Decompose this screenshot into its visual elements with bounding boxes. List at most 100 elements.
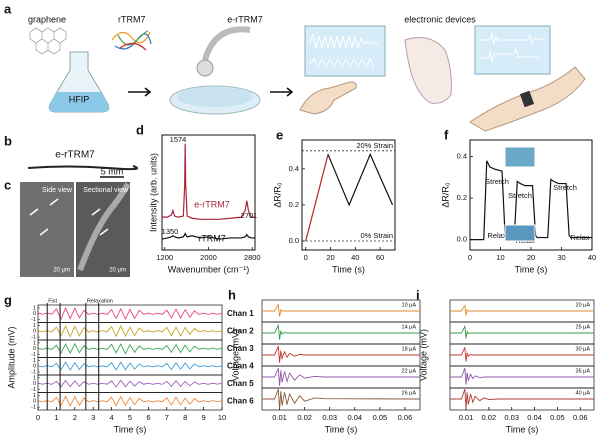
x-tick-label: 0.06 — [573, 413, 588, 422]
series-label: Chan 3 — [227, 344, 254, 353]
data-line — [37, 379, 223, 388]
series-label: Chan 5 — [227, 379, 254, 388]
x-tick-label: 0.04 — [527, 413, 542, 422]
x-tick-label: 5 — [128, 413, 132, 422]
data-line — [305, 154, 329, 242]
strip-frame — [37, 357, 223, 376]
data-line — [162, 143, 255, 220]
y-tick-label: 0.0 — [289, 236, 299, 245]
panel-letter: a — [4, 1, 12, 16]
x-tick-label: 10 — [496, 253, 504, 262]
x-tick-label: 0.05 — [373, 413, 388, 422]
panel-letter: g — [4, 292, 12, 307]
panel-letter: e — [276, 127, 283, 142]
y-tick-label: -1 — [31, 370, 36, 376]
inset-photo — [504, 146, 536, 168]
x-tick-label: 2 — [73, 413, 77, 422]
y-tick-label: 0 — [33, 311, 36, 317]
y-tick-label: 0.4 — [289, 164, 299, 173]
x-tick-label: 40 — [588, 253, 596, 262]
x-tick-label: 0.02 — [297, 413, 312, 422]
annotation: Relax — [570, 233, 589, 242]
device-screen — [474, 25, 551, 75]
x-tick-label: 20 — [527, 253, 535, 262]
label: 5 mm — [101, 166, 124, 176]
inset-photo — [504, 224, 536, 242]
annotation: Relaxation — [87, 298, 113, 304]
x-tick-label: 0.01 — [272, 413, 287, 422]
label: Sectional view — [83, 187, 129, 194]
panel-letter: i — [416, 287, 420, 302]
x-tick-label: 0.03 — [504, 413, 519, 422]
y-axis-label: Voltage (mV) — [418, 329, 428, 381]
series-label: 10 μA — [402, 302, 417, 308]
series-label: 22 μA — [402, 368, 417, 374]
x-axis-label: Time (s) — [515, 264, 548, 274]
panel-letter: f — [444, 127, 449, 142]
data-line — [450, 324, 594, 339]
x-axis-label: Time (s) — [506, 424, 539, 434]
annotation: Relax — [487, 231, 506, 240]
y-tick-label: 1 — [33, 375, 36, 381]
x-tick-label: 10 — [218, 413, 226, 422]
x-tick-label: 0.05 — [550, 413, 565, 422]
series-label: 26 μA — [402, 390, 417, 396]
data-line — [37, 324, 223, 338]
label: electronic devices — [404, 14, 476, 24]
x-axis-label: Time (s) — [325, 424, 358, 434]
y-tick-label: 1 — [33, 305, 36, 311]
annotation: 2701 — [241, 211, 258, 220]
x-axis-label: Time (s) — [332, 264, 365, 274]
x-tick-label: 60 — [376, 253, 384, 262]
annotation: 1574 — [170, 135, 187, 144]
data-line — [262, 302, 420, 317]
strip-frame — [37, 339, 223, 358]
series-label: Chan 4 — [227, 361, 254, 370]
flask — [48, 51, 110, 113]
data-line — [262, 323, 420, 340]
y-tick-label: 0.2 — [457, 193, 467, 202]
graphene-lattice — [29, 27, 67, 55]
annotation: Stretch — [508, 191, 532, 200]
y-tick-label: 0 — [33, 381, 36, 387]
x-tick-label: 1 — [54, 413, 58, 422]
series-label: 30 μA — [576, 346, 591, 352]
series-label: 14 μA — [402, 324, 417, 330]
x-axis-label: Wavenumber (cm⁻¹) — [168, 264, 249, 274]
y-tick-label: -1 — [31, 335, 36, 341]
plot-frame — [301, 139, 396, 251]
data-line — [37, 395, 223, 407]
y-tick-label: -1 — [31, 387, 36, 393]
y-tick-label: -1 — [31, 405, 36, 411]
label: HFIP — [69, 94, 90, 104]
fiber-coil — [196, 26, 251, 77]
series-label: 25 μA — [576, 324, 591, 330]
y-tick-label: 0.4 — [457, 152, 467, 161]
y-tick-label: -1 — [31, 317, 36, 323]
y-tick-label: 1 — [33, 323, 36, 329]
label: 20 μm — [53, 268, 70, 274]
x-tick-label: 0 — [36, 413, 40, 422]
reference-label: 0% Strain — [360, 231, 393, 240]
annotation: 1350 — [162, 227, 179, 236]
series-label: 40 μA — [576, 390, 591, 396]
y-tick-label: 0 — [33, 346, 36, 352]
x-tick-label: 0 — [304, 253, 308, 262]
data-line — [450, 304, 594, 316]
y-tick-label: 0.2 — [289, 200, 299, 209]
reference-label: 20% Strain — [356, 141, 393, 150]
x-tick-label: 4 — [110, 413, 114, 422]
sensor — [519, 90, 535, 108]
rat — [404, 37, 452, 104]
x-tick-label: 6 — [146, 413, 150, 422]
x-tick-label: 40 — [351, 253, 359, 262]
data-line — [470, 160, 592, 241]
device-screen — [304, 25, 386, 77]
y-tick-label: 0.0 — [457, 235, 467, 244]
label: e-rTRM7 — [227, 14, 263, 24]
label: Side view — [42, 187, 73, 194]
label: graphene — [28, 14, 66, 24]
sem-texture — [77, 182, 131, 272]
series-label: Chan 1 — [227, 309, 254, 318]
